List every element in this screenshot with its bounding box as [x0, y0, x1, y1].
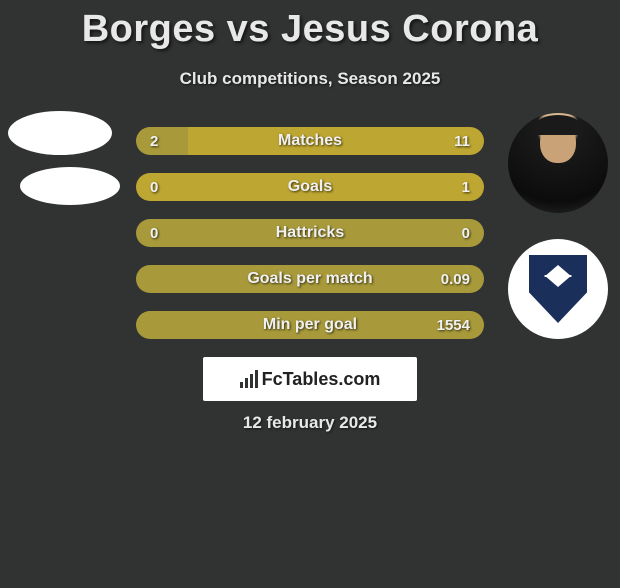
date-label: 12 february 2025	[0, 413, 620, 433]
stat-row: Min per goal1554	[136, 311, 484, 339]
stars-icon: ★ ★ ★ ★ ★	[521, 239, 595, 250]
shield-icon: ★ ★ ★ ★ ★	[529, 255, 587, 323]
stat-row: 2Matches11	[136, 127, 484, 155]
player-right-avatar	[508, 113, 608, 213]
stat-label: Goals per match	[136, 270, 484, 288]
stat-right-value: 1554	[437, 317, 470, 334]
stat-row: 0Goals1	[136, 173, 484, 201]
page-title: Borges vs Jesus Corona	[0, 8, 620, 51]
stat-right-value: 0.09	[441, 271, 470, 288]
stat-label: Matches	[136, 132, 484, 150]
stat-right-value: 1	[462, 179, 470, 196]
stat-left-value: 2	[150, 133, 158, 150]
stat-row: 0Hattricks0	[136, 219, 484, 247]
stat-right-value: 11	[454, 133, 470, 150]
stat-label: Goals	[136, 178, 484, 196]
player-left-avatar	[8, 111, 112, 155]
club-right-logo: ★ ★ ★ ★ ★	[508, 239, 608, 339]
bar-chart-icon	[240, 370, 258, 388]
stat-left-value: 0	[150, 179, 158, 196]
brand-badge[interactable]: FcTables.com	[203, 357, 417, 401]
stat-right-value: 0	[462, 225, 470, 242]
club-left-logo	[20, 167, 120, 205]
page-subtitle: Club competitions, Season 2025	[0, 69, 620, 89]
stat-rows: 2Matches110Goals10Hattricks0Goals per ma…	[136, 127, 484, 357]
stat-row: Goals per match0.09	[136, 265, 484, 293]
stat-label: Hattricks	[136, 224, 484, 242]
stat-label: Min per goal	[136, 316, 484, 334]
brand-text: FcTables.com	[262, 369, 381, 390]
stat-left-value: 0	[150, 225, 158, 242]
